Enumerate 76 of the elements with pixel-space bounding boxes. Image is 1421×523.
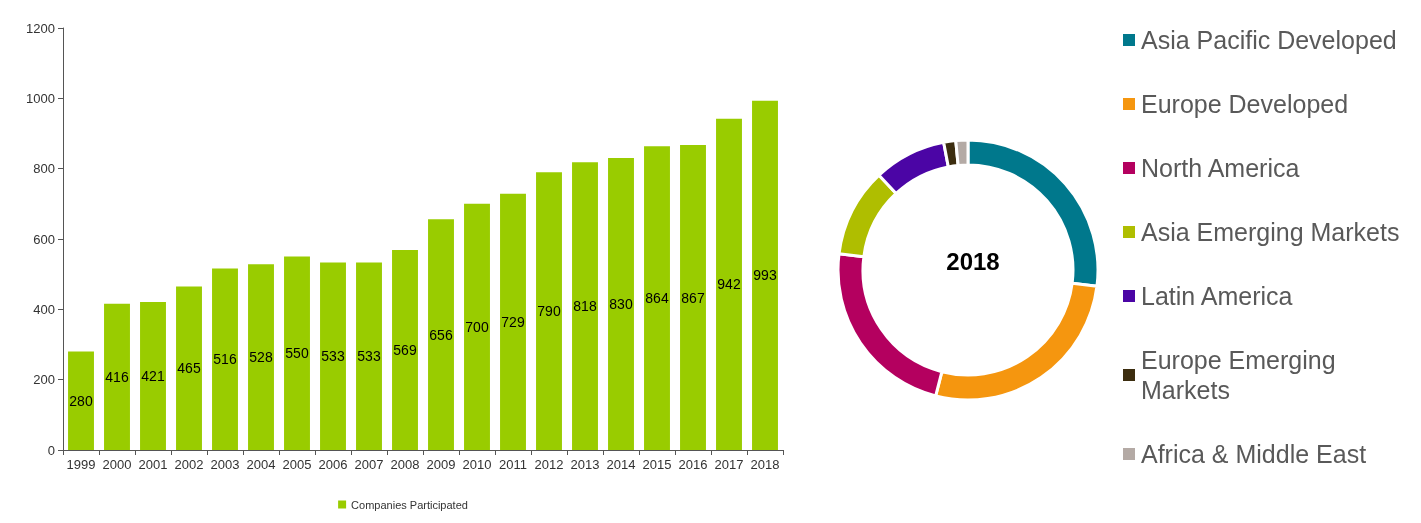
- x-tick-label: 2005: [282, 457, 312, 472]
- legend-label: North America: [1141, 154, 1300, 182]
- bar: [428, 219, 454, 450]
- legend-label: Latin America: [1141, 282, 1293, 310]
- x-tick-label: 2009: [426, 457, 456, 472]
- legend-label: Europe Emerging Markets: [1141, 346, 1343, 404]
- data-label: 516: [213, 351, 237, 368]
- y-tick-label: 1000: [26, 90, 55, 106]
- bar: [680, 145, 706, 450]
- bar: [464, 203, 490, 450]
- x-tick-label: 2018: [750, 457, 780, 472]
- data-label: 416: [105, 368, 129, 385]
- legend-label: Asia Emerging Markets: [1141, 218, 1400, 246]
- x-tick-label: 1999: [66, 457, 96, 472]
- x-tick-label: 2004: [246, 457, 276, 472]
- bar: [176, 286, 202, 450]
- data-label: 421: [141, 367, 165, 384]
- bar: [68, 351, 94, 450]
- x-tick-label: 2008: [390, 457, 420, 472]
- bar: [212, 268, 238, 450]
- x-tick-label: 2015: [642, 457, 672, 472]
- y-tick-label: 1200: [26, 20, 55, 36]
- y-tick-label: 200: [33, 372, 55, 388]
- data-label: 550: [285, 345, 309, 362]
- bar: [644, 146, 670, 450]
- x-tick-label: 2011: [499, 457, 527, 472]
- bar: [536, 172, 562, 450]
- bar: [752, 100, 778, 450]
- data-label: 569: [393, 341, 417, 358]
- data-label: 528: [249, 349, 273, 366]
- x-tick-label: 2006: [318, 457, 348, 472]
- bar: [248, 264, 274, 450]
- data-label: 790: [537, 303, 561, 320]
- bar: [320, 262, 346, 450]
- bar: [140, 301, 166, 450]
- x-tick-label: 2017: [714, 457, 744, 472]
- data-label: 864: [645, 290, 669, 307]
- x-tick-label: 2014: [606, 457, 636, 472]
- data-label: 818: [573, 298, 597, 315]
- text: 2018: [946, 248, 1000, 275]
- bar: [104, 303, 130, 450]
- bar: [356, 262, 382, 450]
- data-label: 993: [753, 267, 777, 284]
- legend-label: Africa & Middle East: [1141, 440, 1367, 468]
- x-tick-label: 2007: [354, 457, 384, 472]
- x-tick-label: 2000: [102, 457, 132, 472]
- x-tick-label: 2016: [678, 457, 708, 472]
- data-label: 533: [321, 348, 345, 365]
- data-label: 700: [465, 318, 489, 335]
- x-tick-label: 2010: [462, 457, 492, 472]
- x-tick-label: 2012: [534, 457, 564, 472]
- bar: [392, 249, 418, 450]
- legend-label: Companies Participated: [351, 498, 468, 511]
- data-label: 729: [501, 313, 525, 330]
- data-label: 533: [357, 348, 381, 365]
- y-tick-label: 800: [33, 161, 55, 177]
- x-tick-label: 2001: [138, 457, 168, 472]
- legend-label: Europe Developed: [1141, 90, 1349, 118]
- bar: [608, 158, 634, 450]
- x-tick-label: 2013: [570, 457, 600, 472]
- y-tick-label: 600: [33, 231, 55, 247]
- data-label: 867: [681, 289, 705, 306]
- legend-label: Asia Pacific Developed: [1141, 26, 1397, 54]
- data-label: 830: [609, 296, 633, 313]
- x-tick-label: 2002: [174, 457, 204, 472]
- data-label: 280: [69, 392, 93, 409]
- y-tick-label: 0: [47, 442, 55, 458]
- bar: [284, 256, 310, 450]
- y-tick-label: 400: [33, 301, 55, 317]
- data-label: 942: [717, 276, 741, 293]
- data-label: 465: [177, 360, 201, 377]
- x-tick-label: 2003: [210, 457, 240, 472]
- bar: [572, 162, 598, 450]
- bar: [716, 118, 742, 450]
- data-label: 656: [429, 326, 453, 343]
- bar: [500, 193, 526, 450]
